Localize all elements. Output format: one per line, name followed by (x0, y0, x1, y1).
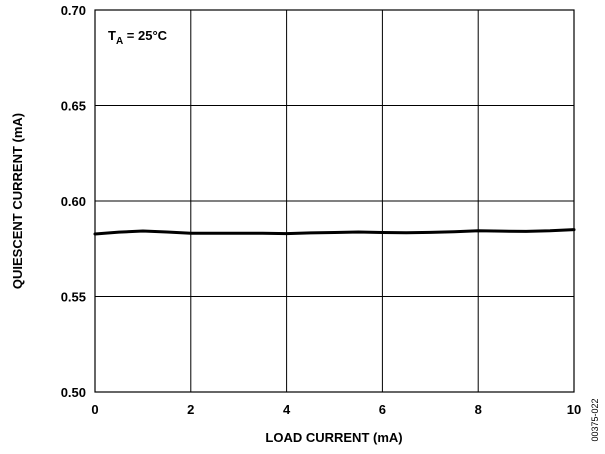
x-axis-title: LOAD CURRENT (mA) (265, 430, 402, 445)
y-tick-label: 0.70 (61, 3, 86, 18)
series-line (93, 228, 576, 236)
x-tick-labels: 0 2 4 6 8 10 (91, 402, 581, 417)
y-axis-title: QUIESCENT CURRENT (mA) (10, 113, 25, 289)
y-tick-label: 0.65 (61, 99, 86, 114)
series-layer (93, 228, 576, 236)
grid-lines (95, 10, 574, 392)
plot-frame (94, 9, 575, 393)
x-tick-label: 4 (283, 402, 291, 417)
temperature-annotation: TA = 25°C (108, 28, 168, 47)
y-tick-labels: 0.70 0.65 0.60 0.55 0.50 (61, 3, 86, 400)
x-tick-label: 10 (567, 402, 581, 417)
y-tick-label: 0.55 (61, 290, 86, 305)
x-tick-label: 6 (379, 402, 386, 417)
y-tick-label: 0.60 (61, 194, 86, 209)
x-tick-label: 0 (91, 402, 98, 417)
y-tick-label: 0.50 (61, 385, 86, 400)
figure-id: 00375-022 (590, 398, 600, 441)
x-tick-label: 8 (475, 402, 482, 417)
x-tick-label: 2 (187, 402, 194, 417)
